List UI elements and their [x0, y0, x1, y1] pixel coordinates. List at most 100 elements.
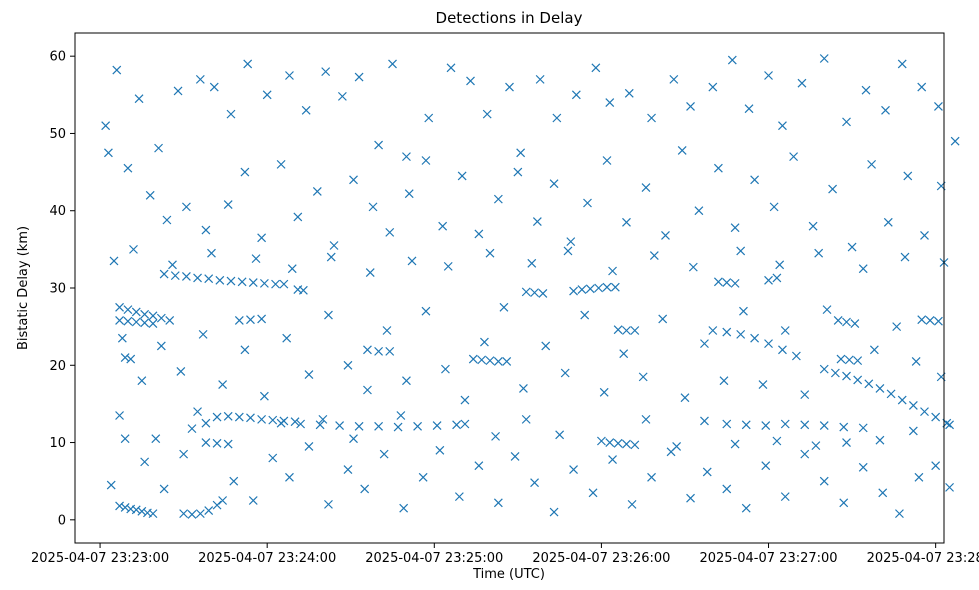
data-point-0-299: [324, 499, 333, 509]
data-point-0-284: [869, 345, 879, 355]
data-point-0-177: [917, 82, 927, 92]
data-point-0-48: [268, 415, 278, 425]
data-point-0-196: [404, 189, 414, 199]
data-point-0-261: [382, 326, 392, 335]
data-point-0-289: [120, 434, 130, 444]
data-point-0-348: [842, 438, 851, 447]
data-point-0-164: [669, 74, 679, 84]
y-tick-label-5: 50: [49, 127, 66, 142]
data-point-0-139: [209, 82, 219, 92]
data-point-0-212: [694, 206, 704, 216]
data-point-0-160: [591, 63, 601, 73]
data-point-0-297: [285, 472, 294, 482]
data-point-0-134: [112, 65, 122, 75]
data-point-0-67: [363, 345, 372, 355]
data-point-0-86: [613, 438, 623, 448]
data-point-0-184: [181, 202, 191, 212]
data-point-0-154: [482, 109, 492, 119]
data-point-0-324: [800, 449, 810, 459]
data-point-0-350: [908, 426, 918, 436]
data-point-0-339: [491, 431, 500, 441]
data-point-0-104: [722, 419, 732, 429]
data-point-0-207: [602, 156, 612, 165]
data-point-0-22: [148, 311, 158, 321]
data-point-0-93: [722, 327, 732, 337]
data-point-0-340: [521, 414, 531, 424]
data-point-0-165: [686, 101, 695, 111]
data-point-0-240: [649, 251, 659, 260]
data-point-0-301: [360, 484, 370, 494]
data-point-0-270: [560, 368, 570, 378]
data-point-0-211: [677, 146, 687, 155]
data-point-0-268: [519, 384, 528, 393]
y-tick-label-4: 40: [49, 204, 66, 219]
data-point-0-111: [858, 423, 868, 433]
data-point-0-39: [234, 316, 244, 325]
data-point-0-278: [719, 376, 729, 386]
data-point-0-347: [811, 441, 821, 451]
data-point-0-273: [619, 349, 629, 359]
data-point-0-87: [622, 439, 631, 449]
data-point-0-98: [791, 351, 801, 361]
data-point-0-201: [493, 194, 503, 204]
y-tick-label-2: 20: [49, 359, 66, 374]
data-point-0-264: [441, 364, 450, 374]
data-point-0-197: [421, 156, 431, 165]
data-point-0-219: [828, 184, 838, 194]
data-point-0-300: [343, 465, 353, 475]
data-point-0-107: [780, 419, 790, 429]
data-point-0-294: [229, 476, 239, 486]
data-point-0-61: [413, 421, 423, 431]
data-point-0-321: [741, 503, 751, 513]
data-point-0-222: [883, 217, 893, 227]
data-point-0-95: [750, 333, 760, 343]
data-point-0-232: [326, 252, 336, 262]
data-point-0-6: [148, 509, 158, 519]
data-point-0-183: [162, 215, 172, 225]
data-point-0-151: [424, 113, 434, 123]
data-point-0-38: [279, 279, 289, 289]
data-point-0-155: [505, 82, 514, 92]
data-point-0-351: [945, 420, 954, 430]
data-point-0-74: [502, 356, 512, 366]
data-point-0-328: [878, 488, 888, 498]
data-point-0-237: [527, 258, 537, 268]
data-point-0-56: [315, 420, 325, 430]
data-point-0-47: [257, 414, 267, 424]
data-point-0-168: [744, 104, 754, 114]
data-point-0-37: [271, 279, 280, 289]
data-point-0-137: [173, 86, 183, 96]
data-point-0-14: [123, 316, 133, 326]
data-point-0-195: [385, 227, 395, 237]
data-point-0-190: [293, 212, 303, 222]
data-point-0-244: [814, 248, 824, 258]
data-point-0-156: [516, 148, 526, 158]
data-point-0-23: [156, 313, 166, 323]
data-point-0-318: [686, 493, 695, 503]
data-point-0-116: [864, 379, 874, 389]
data-point-0-94: [736, 329, 746, 339]
data-point-0-290: [140, 457, 150, 467]
data-point-0-220: [847, 242, 857, 252]
data-point-0-58: [354, 421, 364, 431]
data-point-0-259: [343, 360, 353, 370]
data-point-0-106: [761, 421, 771, 430]
data-point-0-133: [101, 121, 111, 131]
data-point-0-346: [772, 436, 782, 446]
data-point-0-277: [700, 339, 709, 349]
data-point-0-118: [886, 389, 896, 399]
data-point-0-130: [917, 315, 927, 325]
data-point-0-34: [237, 277, 247, 287]
data-point-0-112: [819, 364, 829, 374]
data-point-0-179: [950, 136, 960, 146]
data-point-0-345: [730, 439, 740, 449]
data-point-0-175: [881, 105, 890, 115]
data-point-0-85: [605, 438, 615, 447]
data-point-0-146: [337, 91, 347, 101]
data-point-0-285: [892, 322, 902, 332]
data-point-0-310: [530, 478, 539, 488]
data-point-0-243: [775, 260, 785, 270]
data-point-0-267: [499, 302, 509, 312]
data-point-0-158: [552, 113, 562, 123]
data-point-0-103: [772, 273, 782, 283]
